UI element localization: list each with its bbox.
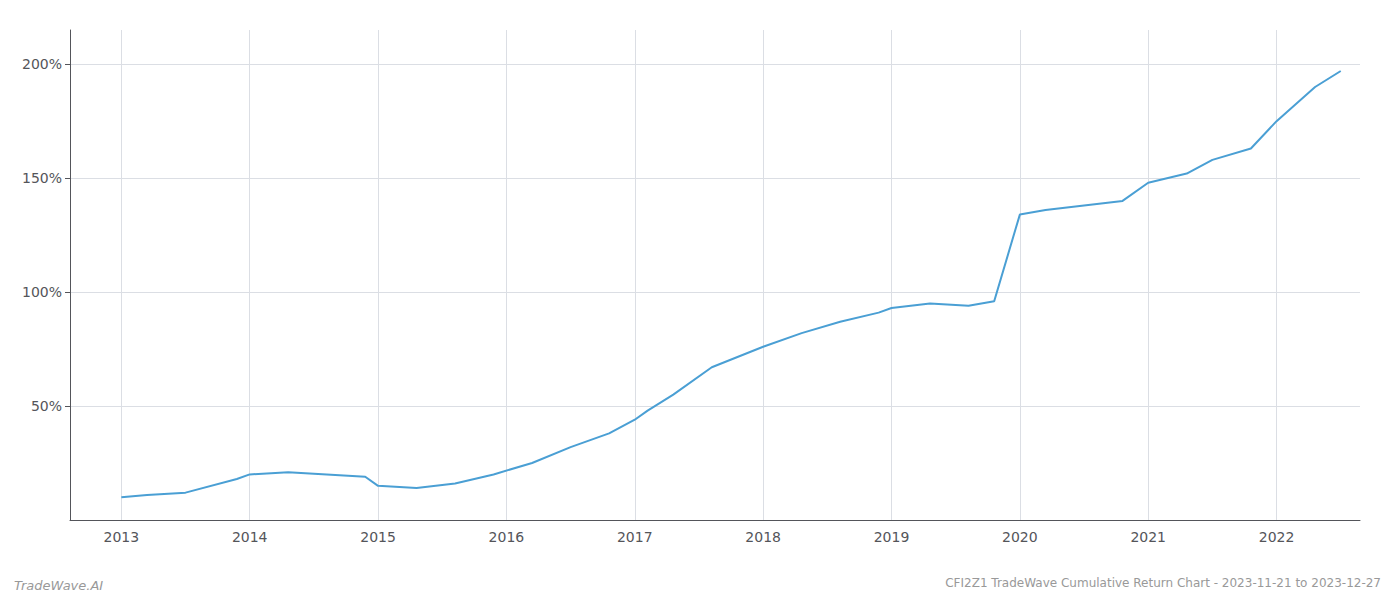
svg-text:2014: 2014 [232,529,268,545]
svg-text:2015: 2015 [360,529,396,545]
svg-text:2020: 2020 [1002,529,1038,545]
svg-text:2018: 2018 [745,529,781,545]
svg-text:TradeWave.AI: TradeWave.AI [14,578,103,593]
svg-text:2021: 2021 [1130,529,1166,545]
svg-text:2016: 2016 [489,529,525,545]
svg-text:200%: 200% [22,56,62,72]
svg-text:2019: 2019 [874,529,910,545]
svg-text:150%: 150% [22,170,62,186]
svg-text:2017: 2017 [617,529,653,545]
svg-text:CFI2Z1 TradeWave Cumulative Re: CFI2Z1 TradeWave Cumulative Return Chart… [945,576,1381,590]
svg-text:100%: 100% [22,284,62,300]
svg-text:50%: 50% [31,398,62,414]
svg-text:2022: 2022 [1259,529,1295,545]
svg-text:2013: 2013 [104,529,140,545]
